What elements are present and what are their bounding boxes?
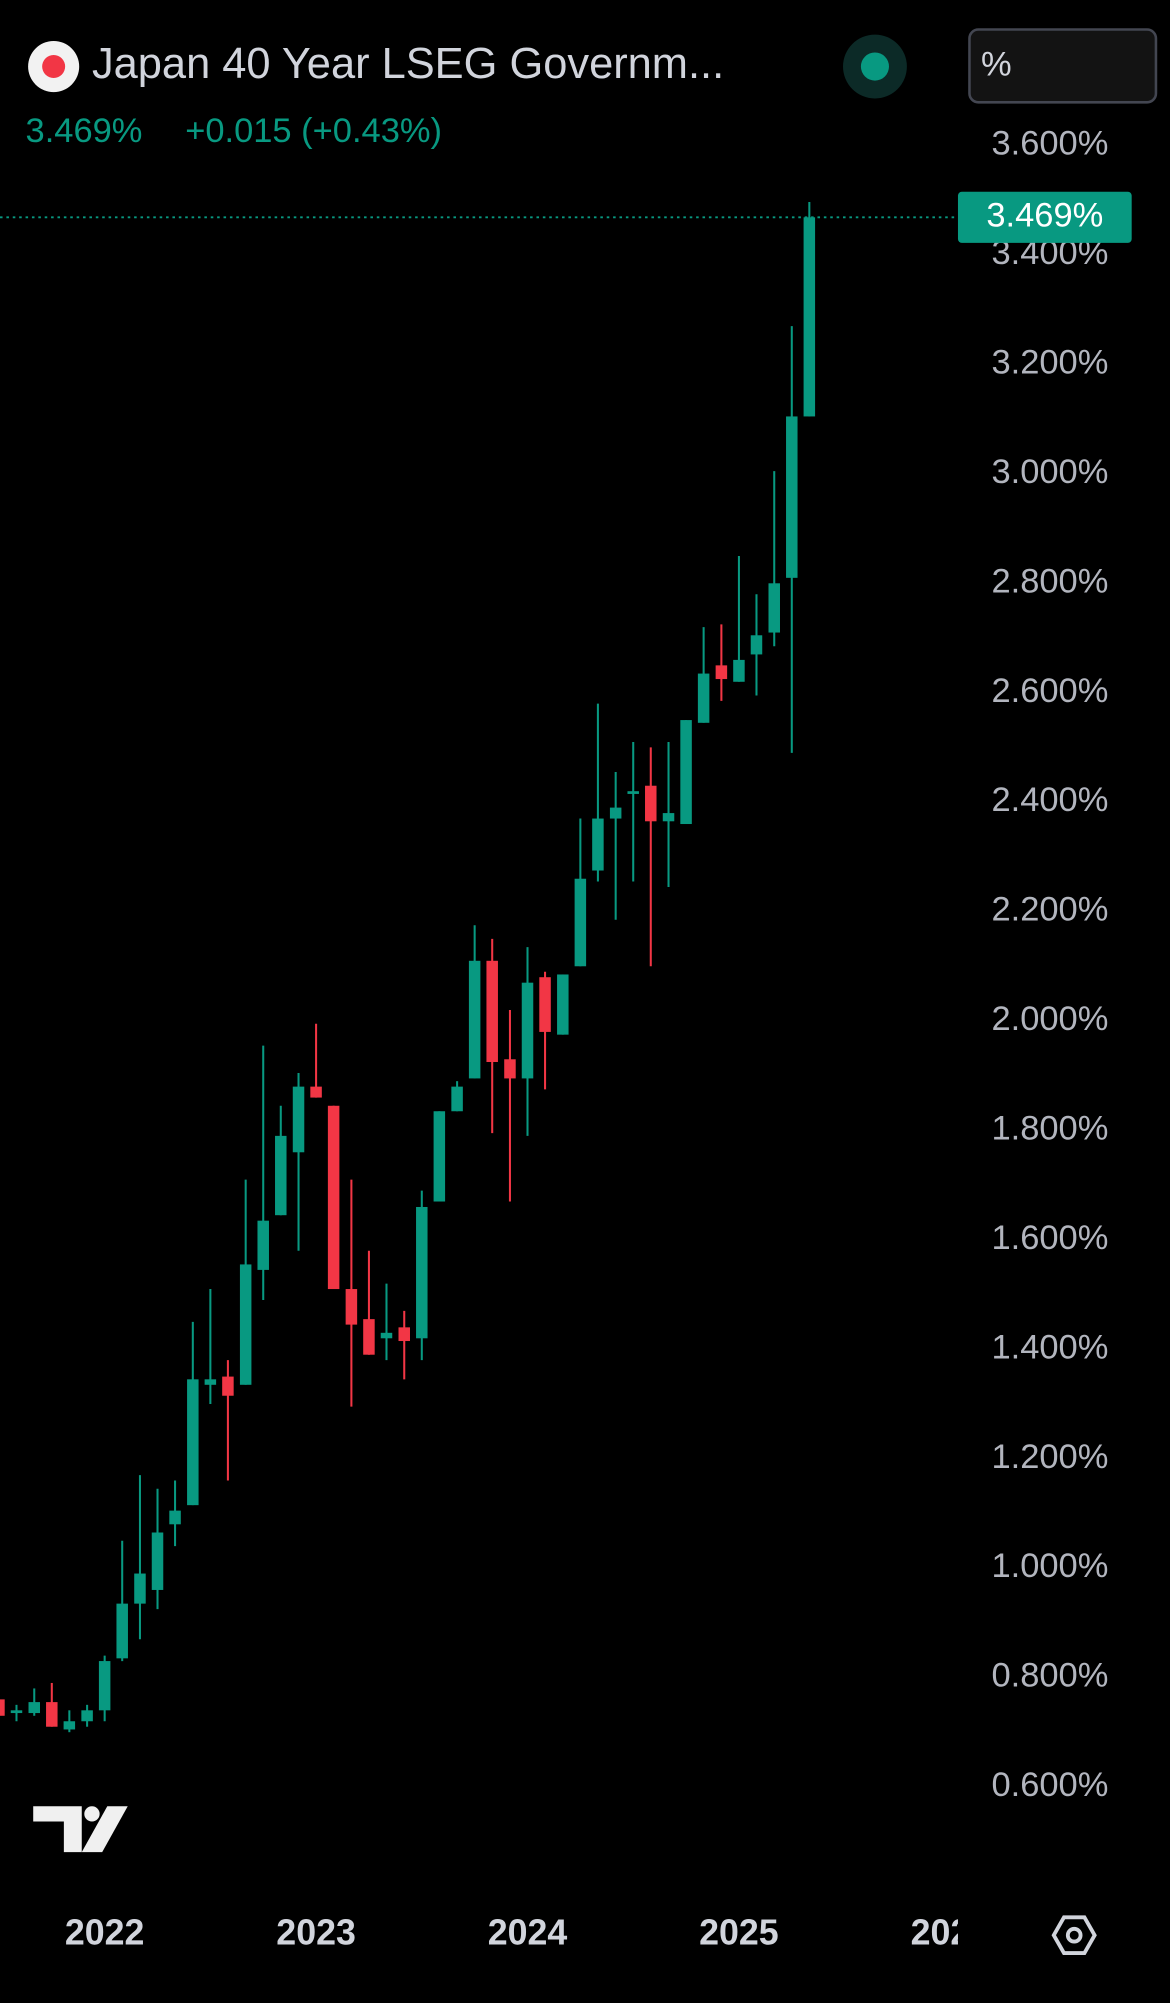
candle-body	[416, 1206, 428, 1339]
x-tick-label: 2023	[276, 1913, 356, 1953]
candle-body	[750, 635, 763, 655]
y-tick-label: 2.000%	[991, 1000, 1108, 1038]
y-tick-label: 1.200%	[991, 1438, 1108, 1476]
candle-body	[697, 673, 710, 723]
candle-body	[310, 1086, 322, 1098]
candle-body	[645, 785, 657, 822]
candle-body	[486, 960, 498, 1063]
candle-body	[539, 977, 551, 1032]
time-scale: 2022 2023 2024 2025 2026	[65, 1913, 991, 1953]
y-tick-label: 0.600%	[991, 1766, 1108, 1804]
x-tick-label: 2024	[488, 1913, 568, 1953]
candle-body	[786, 416, 798, 578]
unit-button[interactable]	[968, 28, 1158, 104]
y-tick-label: 1.600%	[991, 1219, 1108, 1257]
candle-body	[187, 1379, 199, 1506]
candle-body	[521, 982, 534, 1079]
y-tick-label: 2.400%	[991, 781, 1108, 819]
x-tick-label: 2026	[911, 1913, 991, 1953]
price-scale: 3.600%3.400%3.200%3.000%2.800%2.600%2.40…	[957, 125, 1132, 1804]
candle-body	[468, 960, 481, 1079]
candle-body	[451, 1086, 463, 1112]
last-price-tag	[957, 191, 1132, 243]
candle-body	[275, 1135, 287, 1216]
tradingview-logo[interactable]	[33, 1806, 128, 1853]
candle-body	[592, 818, 604, 871]
y-tick-label: 3.600%	[991, 125, 1108, 163]
candle-body	[768, 583, 780, 633]
symbol-title[interactable]: Japan 40 Year LSEG Governm...	[92, 40, 724, 88]
candle-body	[557, 974, 569, 1035]
candle-body	[680, 720, 692, 825]
plot-area	[0, 201, 958, 1733]
candle-body	[363, 1319, 375, 1355]
candle-body	[345, 1289, 358, 1325]
y-tick-label: 1.800%	[991, 1110, 1108, 1148]
candle-body	[98, 1661, 111, 1711]
x-tick-label: 2025	[699, 1913, 779, 1953]
y-tick-label: 1.400%	[991, 1328, 1108, 1366]
y-tick-label: 2.600%	[991, 672, 1108, 710]
y-tick-label: 3.200%	[991, 344, 1108, 382]
y-tick-label: 1.000%	[991, 1547, 1108, 1585]
y-tick-label: 2.200%	[991, 891, 1108, 929]
candle-body	[239, 1264, 252, 1385]
candle-body	[28, 1702, 40, 1714]
candle-body	[204, 1379, 217, 1385]
y-tick-label: 0.800%	[991, 1657, 1108, 1695]
candle-body	[151, 1532, 164, 1590]
flag-dot	[42, 55, 66, 79]
last-price-tag-label: 3.469%	[986, 196, 1103, 234]
candle-body	[398, 1327, 410, 1342]
candle-body	[433, 1111, 446, 1202]
candle-body	[116, 1603, 128, 1659]
settings-icon	[1065, 1926, 1083, 1944]
candle-body	[574, 878, 587, 967]
logo-part	[81, 1806, 128, 1853]
candle-body	[803, 217, 816, 417]
candle-body	[134, 1573, 146, 1604]
candle-body	[504, 1059, 516, 1079]
candle-body	[380, 1332, 393, 1339]
candle-body	[169, 1510, 181, 1525]
candle-body	[627, 791, 639, 794]
logo-part	[33, 1806, 82, 1853]
candle-body	[0, 1699, 5, 1716]
candle-body	[292, 1086, 305, 1153]
candle-body	[81, 1710, 93, 1722]
logo-part	[84, 1806, 100, 1822]
candle-body	[715, 665, 728, 680]
candle-body	[662, 813, 675, 822]
settings-button[interactable]	[1051, 1915, 1097, 1955]
candle-body	[63, 1721, 76, 1730]
x-tick-label: 2022	[65, 1913, 145, 1953]
candle-body	[46, 1702, 58, 1727]
last-price: 3.469%	[26, 112, 143, 150]
market-status-dot	[860, 52, 889, 81]
candle-body	[10, 1710, 23, 1714]
unit-button-label[interactable]: %	[981, 46, 1012, 84]
candle-body	[257, 1220, 269, 1270]
y-tick-label: 3.000%	[991, 453, 1108, 491]
y-tick-label: 2.800%	[991, 562, 1108, 600]
candle-body	[733, 659, 745, 682]
candle-body	[327, 1105, 340, 1290]
candle-body	[609, 807, 622, 819]
candle-body	[222, 1376, 234, 1396]
price-change: +0.015 (+0.43%)	[185, 112, 442, 150]
